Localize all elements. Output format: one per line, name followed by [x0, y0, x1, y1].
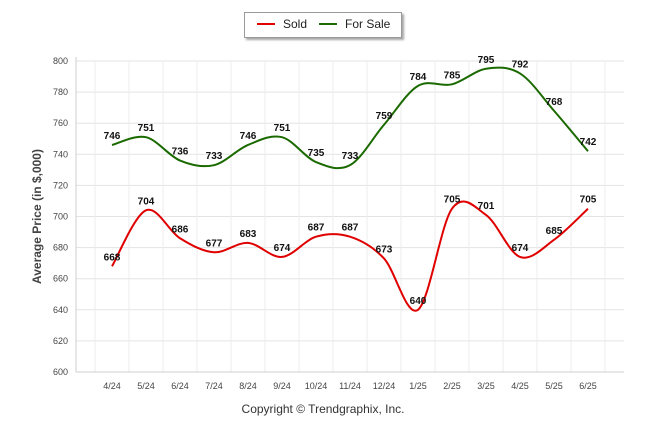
- x-tick-label: 3/25: [477, 381, 495, 391]
- x-tick-label: 7/24: [205, 381, 223, 391]
- x-tick-label: 1/25: [409, 381, 427, 391]
- legend-label-sold: Sold: [283, 17, 308, 31]
- data-label-for-sale: 751: [138, 123, 155, 134]
- x-tick-label: 6/24: [171, 381, 189, 391]
- data-label-for-sale: 768: [546, 97, 563, 108]
- legend-swatch-sold: [257, 23, 275, 25]
- y-tick-label: 700: [53, 212, 68, 222]
- data-label-for-sale: 795: [478, 55, 495, 66]
- data-label-for-sale: 742: [580, 137, 597, 148]
- legend: Sold For Sale: [244, 12, 402, 38]
- data-label-sold: 673: [376, 244, 393, 255]
- data-label-for-sale: 733: [342, 151, 359, 162]
- data-label-for-sale: 784: [410, 72, 427, 83]
- data-label-for-sale: 751: [274, 123, 291, 134]
- y-tick-label: 800: [53, 56, 68, 66]
- y-axis-label: Average Price (in $,000): [30, 149, 44, 284]
- data-label-for-sale: 736: [172, 147, 189, 158]
- y-tick-label: 740: [53, 149, 68, 159]
- x-tick-label: 11/24: [339, 381, 361, 391]
- x-tick-label: 9/24: [273, 381, 291, 391]
- data-label-sold: 705: [444, 195, 461, 206]
- data-label-sold: 674: [512, 243, 529, 254]
- x-tick-label: 8/24: [239, 381, 257, 391]
- y-tick-label: 620: [53, 336, 68, 346]
- copyright-text: Copyright © Trendgraphix, Inc.: [241, 402, 405, 416]
- x-tick-label: 12/24: [373, 381, 396, 391]
- data-label-sold: 701: [478, 201, 495, 212]
- data-label-sold: 683: [240, 229, 257, 240]
- x-tick-label: 6/25: [579, 381, 597, 391]
- x-tick-label: 4/24: [103, 381, 121, 391]
- data-label-for-sale: 733: [206, 151, 223, 162]
- data-label-sold: 705: [580, 195, 597, 206]
- x-tick-label: 4/25: [511, 381, 529, 391]
- x-tick-label: 5/25: [545, 381, 563, 391]
- y-tick-label: 720: [53, 180, 68, 190]
- data-label-sold: 686: [172, 224, 189, 235]
- data-label-sold: 687: [308, 223, 325, 234]
- series-line-for-sale: [111, 66, 589, 170]
- data-label-sold: 704: [138, 196, 155, 207]
- data-label-for-sale: 792: [512, 59, 529, 70]
- legend-swatch-for-sale: [319, 23, 337, 25]
- x-tick-label: 10/24: [305, 381, 328, 391]
- data-label-for-sale: 759: [376, 111, 393, 122]
- legend-item-for-sale: For Sale: [319, 17, 390, 31]
- data-label-sold: 685: [546, 226, 563, 237]
- y-tick-label: 660: [53, 274, 68, 284]
- data-label-for-sale: 746: [104, 131, 121, 142]
- x-tick-label: 5/24: [137, 381, 155, 391]
- data-label-sold: 640: [410, 296, 427, 307]
- data-label-sold: 687: [342, 223, 359, 234]
- y-tick-label: 600: [53, 367, 68, 377]
- data-label-for-sale: 785: [444, 70, 461, 81]
- y-tick-label: 760: [53, 118, 68, 128]
- x-tick-label: 2/25: [443, 381, 461, 391]
- data-label-sold: 677: [206, 238, 223, 249]
- legend-item-sold: Sold: [257, 17, 307, 31]
- legend-label-for-sale: For Sale: [345, 17, 391, 31]
- data-label-sold: 674: [274, 243, 291, 254]
- data-label-for-sale: 746: [240, 131, 257, 142]
- y-tick-label: 640: [53, 305, 68, 315]
- data-label-sold: 668: [104, 252, 121, 263]
- series-line-sold: [111, 200, 589, 312]
- y-tick-label: 780: [53, 87, 68, 97]
- y-tick-label: 680: [53, 243, 68, 253]
- data-label-for-sale: 735: [308, 148, 325, 159]
